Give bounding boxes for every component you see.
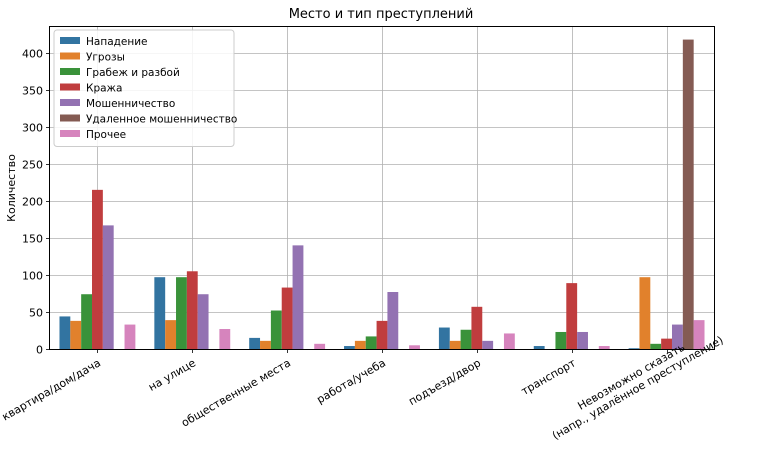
legend-label: Угрозы bbox=[86, 52, 125, 64]
bar bbox=[577, 331, 588, 349]
x-tick-label: транспорт bbox=[519, 356, 579, 398]
legend-label: Грабеж и разбой bbox=[86, 67, 180, 79]
bar bbox=[186, 271, 198, 349]
bar bbox=[124, 324, 136, 349]
y-tick-label: 400 bbox=[22, 48, 43, 61]
bar bbox=[449, 340, 461, 349]
legend: Нападение Угрозы Грабеж и разбой Кража Мошен… bbox=[53, 29, 237, 147]
x-tick-label: на улице bbox=[146, 356, 198, 394]
y-tick-label: 150 bbox=[22, 233, 43, 246]
chart-title: Место и тип преступлений bbox=[289, 7, 474, 22]
bar bbox=[650, 343, 662, 349]
legend-frame bbox=[53, 29, 235, 147]
bar bbox=[533, 346, 545, 349]
y-tick-label: 50 bbox=[29, 307, 43, 320]
y-tick-label: 0 bbox=[36, 344, 43, 357]
bar bbox=[249, 337, 261, 349]
legend-swatch bbox=[60, 68, 80, 75]
legend-swatch bbox=[60, 99, 80, 106]
plot-frame bbox=[49, 26, 715, 350]
bar bbox=[102, 225, 114, 349]
bar bbox=[314, 343, 326, 349]
y-tick-label: 200 bbox=[22, 196, 43, 209]
y-tick-label: 350 bbox=[22, 85, 43, 98]
bar bbox=[154, 277, 166, 349]
legend-swatch bbox=[60, 83, 80, 91]
y-axis-label: Количество bbox=[5, 154, 18, 222]
bar bbox=[639, 277, 651, 349]
bar bbox=[281, 287, 293, 349]
bar bbox=[628, 348, 640, 349]
bar bbox=[197, 294, 209, 349]
legend-label: Удаленное мошенничество bbox=[86, 114, 237, 126]
bar bbox=[81, 294, 93, 349]
legend-label: Мошенничество bbox=[86, 98, 175, 110]
legend-label: Прочее bbox=[86, 129, 126, 141]
bar bbox=[365, 336, 377, 349]
bar bbox=[344, 346, 355, 349]
y-tick-label: 250 bbox=[22, 159, 43, 172]
bar bbox=[566, 283, 578, 349]
legend-swatch bbox=[60, 130, 80, 137]
bar bbox=[460, 329, 472, 349]
bar bbox=[376, 320, 388, 349]
bar bbox=[387, 292, 399, 349]
bar bbox=[270, 310, 282, 349]
bar bbox=[292, 245, 304, 349]
bar bbox=[661, 338, 672, 349]
y-axis: 0 50 100 150 200 250 300 350 400 bbox=[22, 48, 50, 357]
x-tick-label: работа/учеба bbox=[314, 356, 388, 406]
legend-label: Нападение bbox=[86, 36, 148, 48]
y-tick-label: 300 bbox=[22, 122, 43, 135]
bar bbox=[176, 277, 187, 349]
bar bbox=[260, 340, 271, 349]
bar bbox=[70, 320, 82, 349]
bar bbox=[671, 324, 683, 349]
bar bbox=[555, 331, 567, 349]
bars bbox=[59, 39, 705, 349]
bar bbox=[165, 320, 177, 349]
y-tick-label: 100 bbox=[22, 270, 43, 283]
legend-label: Кража bbox=[86, 83, 122, 95]
bar bbox=[219, 329, 231, 349]
legend-swatch bbox=[60, 114, 80, 122]
bar bbox=[482, 340, 494, 349]
legend-swatch bbox=[60, 37, 80, 44]
bar bbox=[471, 306, 483, 349]
bar bbox=[598, 346, 610, 349]
x-tick-label: подъезд/двор bbox=[406, 356, 483, 408]
bar bbox=[682, 39, 694, 349]
bar bbox=[438, 327, 450, 349]
bar bbox=[503, 333, 515, 349]
x-tick-label: квартира/дом/дача bbox=[0, 356, 103, 423]
bar bbox=[354, 340, 366, 349]
bar bbox=[409, 345, 420, 349]
legend-swatch bbox=[60, 52, 80, 60]
bar bbox=[59, 316, 71, 349]
bar bbox=[693, 320, 705, 349]
bar bbox=[92, 189, 103, 349]
